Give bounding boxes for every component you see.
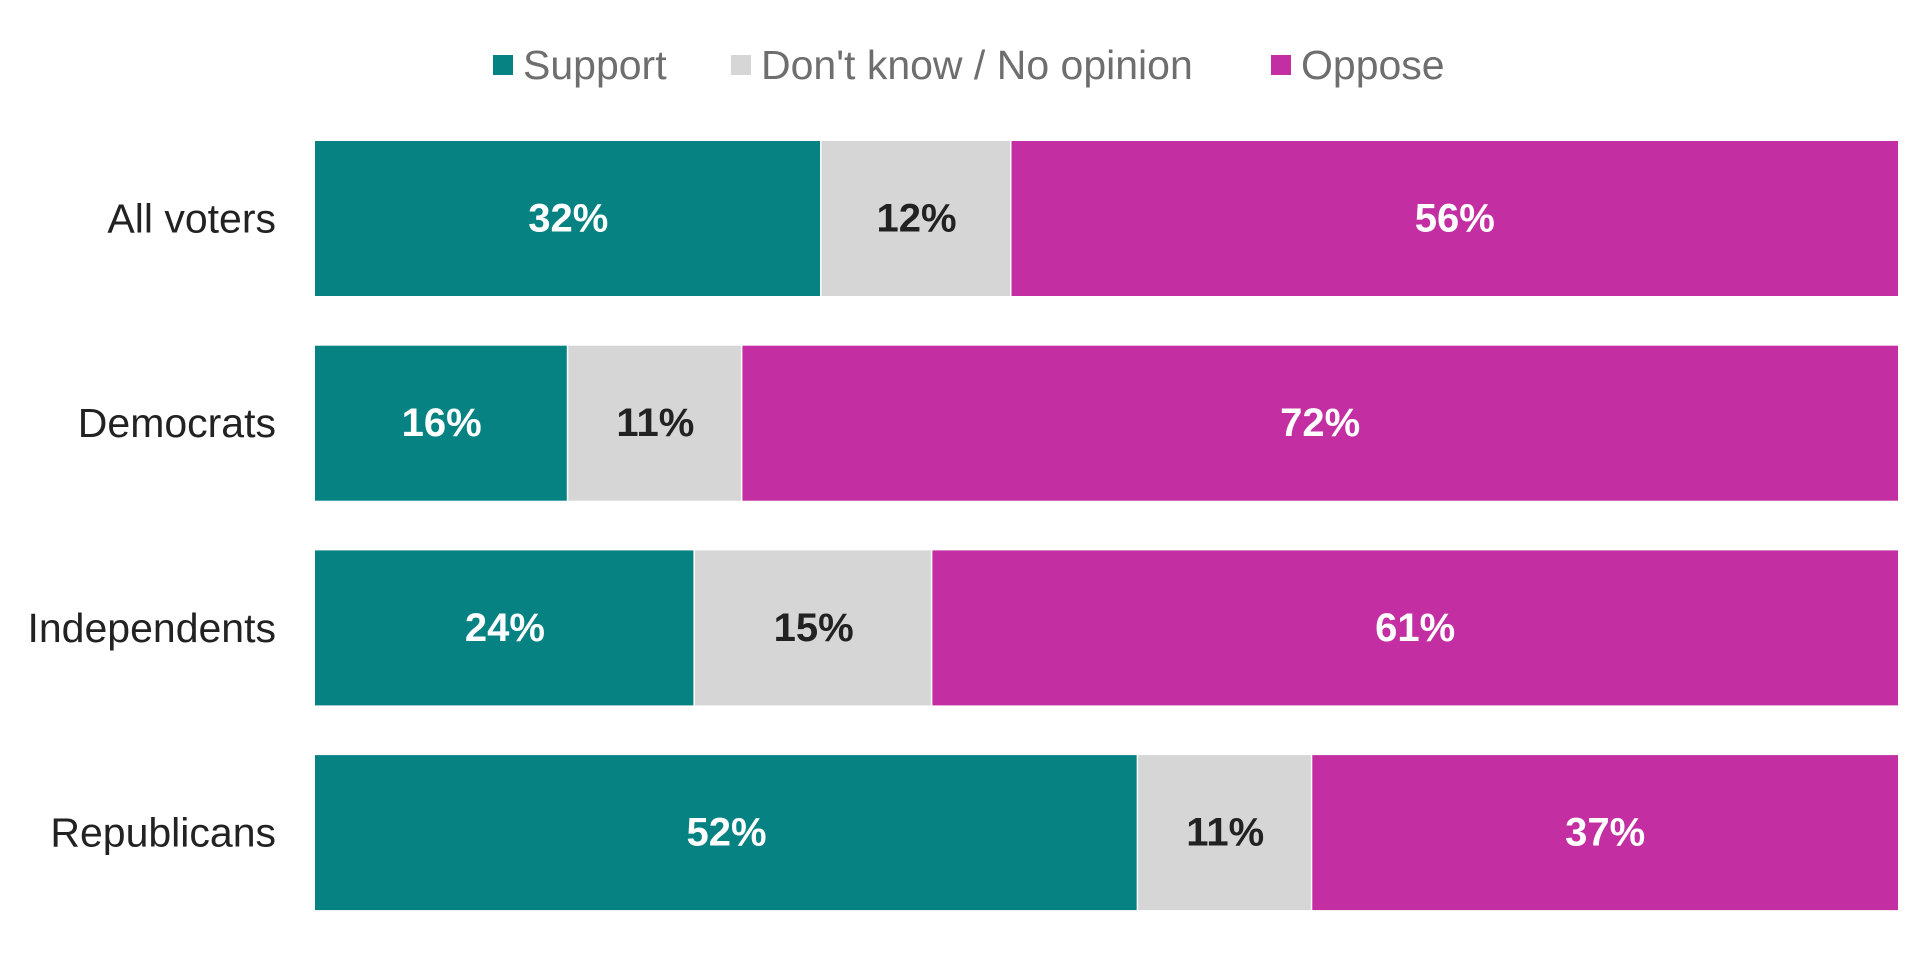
value-label-independents-support: 24% [465,606,545,650]
value-label-independents-don-t-know-no-opinion: 15% [774,606,854,650]
value-label-all-voters-oppose: 56% [1415,197,1495,241]
bar-democrats-oppose [742,345,1899,501]
legend-swatch-don-t-know-no-opinion [731,55,751,75]
category-label-democrats: Democrats [78,400,276,446]
bar-all-voters-don-t-know-no-opinion [821,141,1011,296]
value-label-republicans-support: 52% [687,811,767,855]
bars [315,141,1899,911]
category-label-all-voters: All voters [107,196,276,242]
legend: Support Don't know / No opinion Oppose [493,42,1445,88]
value-label-democrats-don-t-know-no-opinion: 11% [616,401,694,445]
bar-all-voters-support [315,141,821,296]
bar-independents-oppose [932,550,1898,706]
category-label-independents: Independents [27,605,276,651]
bar-democrats-support [315,345,567,501]
legend-swatch-support [493,55,513,75]
legend-label-oppose: Oppose [1301,42,1445,88]
value-label-republicans-don-t-know-no-opinion: 11% [1186,811,1264,855]
bar-republicans-oppose [1312,755,1898,911]
bar-independents-don-t-know-no-opinion [694,550,931,706]
bar-all-voters-oppose [1011,141,1898,296]
bar-republicans-support [315,755,1137,911]
value-label-republicans-oppose: 37% [1565,811,1645,855]
legend-label-don-t-know-no-opinion: Don't know / No opinion [761,42,1193,88]
value-label-democrats-support: 16% [402,401,482,445]
category-label-republicans: Republicans [50,810,276,856]
category-labels: All voters Democrats Independents Republica… [27,196,276,856]
value-label-independents-oppose: 61% [1375,606,1455,650]
bar-democrats-don-t-know-no-opinion [568,345,741,501]
value-label-all-voters-support: 32% [528,197,608,241]
value-label-all-voters-don-t-know-no-opinion: 12% [877,197,957,241]
legend-label-support: Support [523,42,667,88]
value-label-democrats-oppose: 72% [1280,401,1360,445]
bar-republicans-don-t-know-no-opinion [1138,755,1311,911]
legend-swatch-oppose [1271,55,1291,75]
value-labels: 32% 12% 56% 16% 11% 72% 24% 15% 61% 52% 11% 37% [402,197,1646,855]
bar-independents-support [315,550,694,706]
